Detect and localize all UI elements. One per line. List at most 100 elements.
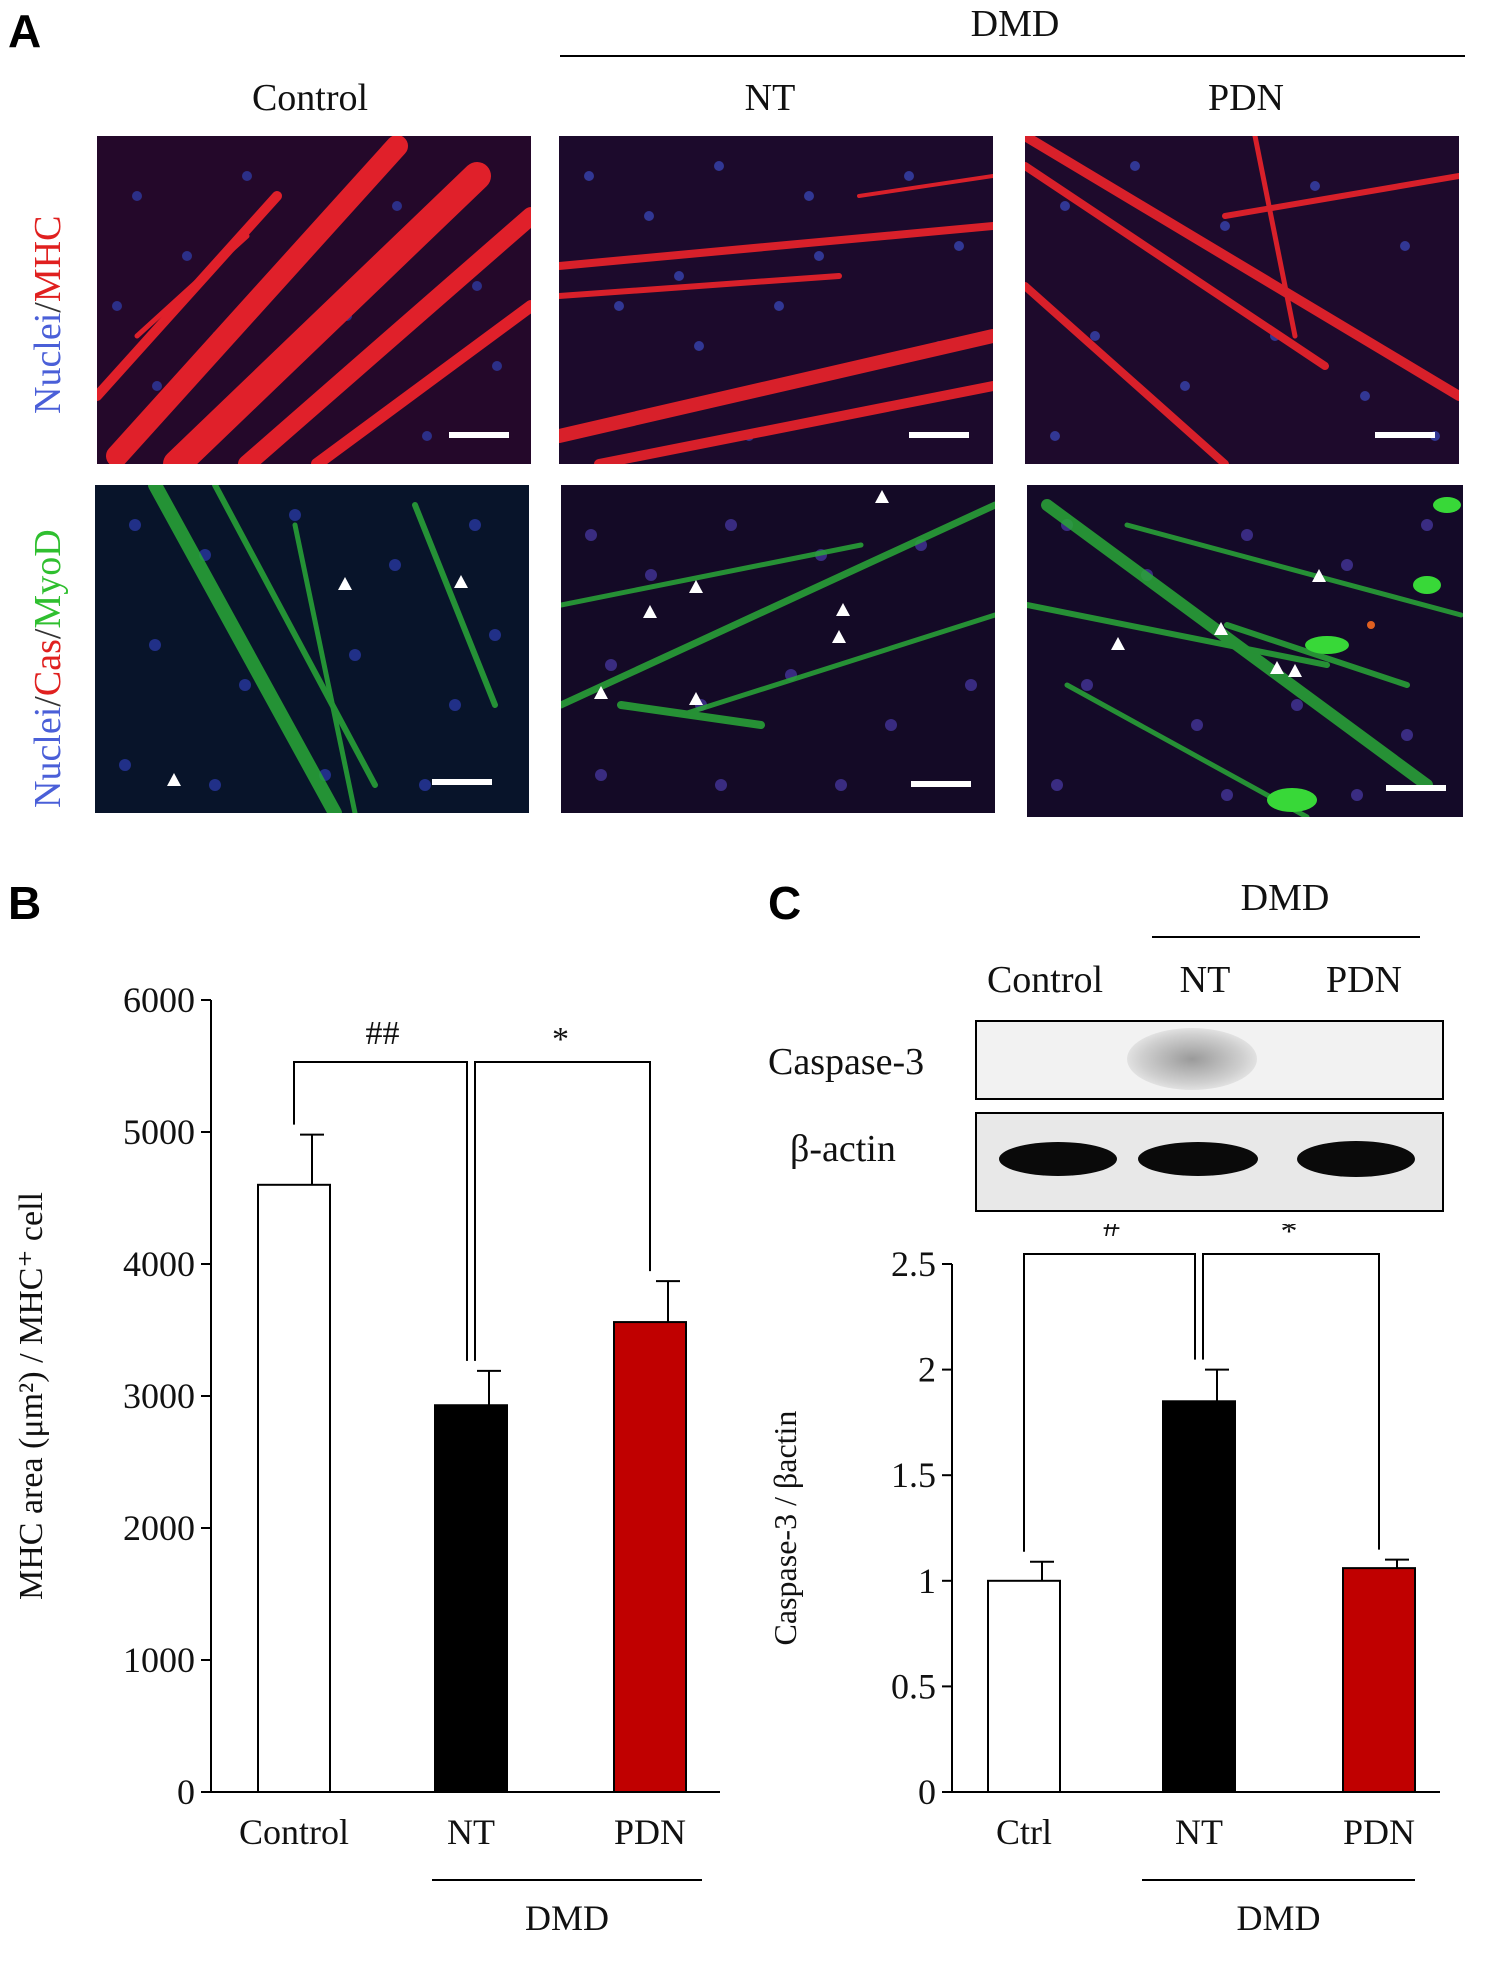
cas-nt-fibers bbox=[561, 485, 995, 813]
panel-c-dmd-line bbox=[1152, 936, 1420, 938]
y-tick-label: 5000 bbox=[123, 1112, 195, 1152]
panel-a-col-nt: NT bbox=[744, 77, 796, 119]
y-tick-label: 1000 bbox=[123, 1640, 195, 1680]
cas-pdn-fibers bbox=[1027, 485, 1463, 817]
mhc-nt-fibers bbox=[559, 136, 993, 464]
blot-band bbox=[1127, 1028, 1257, 1090]
row1-label-mhc: MHC bbox=[27, 215, 69, 303]
chart-c: 0 0.5 1 1.5 2 2.5 Caspase-3 / βactin Ctrl NT PDN D… bbox=[767, 1224, 1440, 1938]
y-axis-label: Caspase-3 / βactin bbox=[767, 1411, 803, 1646]
row2-label-cas: Cas bbox=[27, 639, 69, 697]
row2-label-myod: MyoD bbox=[27, 529, 69, 629]
arrowhead-marker bbox=[594, 686, 608, 699]
panel-a-col-pdn: PDN bbox=[1207, 77, 1285, 119]
dmd-group-label: DMD bbox=[525, 1898, 609, 1938]
caspase3-blot bbox=[975, 1020, 1444, 1100]
blot-col-pdn: PDN bbox=[1325, 959, 1403, 1001]
panel-a-dmd-line bbox=[560, 55, 1465, 57]
significance-bracket bbox=[474, 1061, 651, 1361]
x-category-label: PDN bbox=[614, 1812, 686, 1852]
chart-b: 0 1000 2000 3000 4000 5000 6000 MHC area (μm²) … bbox=[13, 980, 720, 1938]
panel-a-letter: A bbox=[8, 5, 42, 57]
panel-b-letter: B bbox=[8, 877, 42, 929]
cas-myod-image-nt bbox=[561, 485, 995, 813]
significance-bracket bbox=[1023, 1253, 1196, 1552]
x-category-label: NT bbox=[1175, 1812, 1223, 1852]
cas-myod-image-control bbox=[95, 485, 529, 813]
row2-label-sep2: / bbox=[27, 628, 69, 640]
y-axis-label: MHC area (μm²) / MHC⁺ cell bbox=[13, 1192, 50, 1600]
y-tick-label: 0 bbox=[918, 1772, 936, 1812]
significance-marker: ## bbox=[366, 1015, 400, 1052]
x-category-label: NT bbox=[447, 1812, 495, 1852]
row1-label-sep: / bbox=[27, 302, 69, 313]
scale-bar bbox=[1375, 432, 1435, 438]
y-tick-label: 2000 bbox=[123, 1508, 195, 1548]
mhc-image-nt bbox=[559, 136, 993, 464]
panel-a-dmd-label: DMD bbox=[970, 3, 1060, 45]
bar-ctrl bbox=[987, 1579, 1061, 1793]
row2-stain-label: Nuclei/Cas/MyoD bbox=[26, 529, 70, 808]
y-tick-label: 6000 bbox=[123, 980, 195, 1020]
blot-label-bactin: β-actin bbox=[790, 1128, 896, 1170]
y-tick-label: 3000 bbox=[123, 1376, 195, 1416]
row1-stain-label: Nuclei/MHC bbox=[26, 216, 70, 414]
x-category-label: PDN bbox=[1343, 1812, 1415, 1852]
arrowhead-marker bbox=[832, 630, 846, 643]
x-category-label: Ctrl bbox=[996, 1812, 1052, 1852]
mhc-pdn-fibers bbox=[1025, 136, 1459, 464]
bar-nt bbox=[1162, 1400, 1236, 1793]
arrowhead-marker bbox=[1111, 637, 1125, 650]
bar-pdn bbox=[1342, 1567, 1416, 1793]
arrowhead-marker bbox=[689, 580, 703, 593]
panel-a-col-control: Control bbox=[251, 77, 369, 119]
scale-bar bbox=[909, 432, 969, 438]
significance-marker: * bbox=[552, 1021, 569, 1058]
arrowhead-marker bbox=[689, 692, 703, 705]
blot-col-nt: NT bbox=[1179, 959, 1231, 1001]
significance-marker: # bbox=[1103, 1224, 1120, 1244]
y-tick-label: 4000 bbox=[123, 1244, 195, 1284]
arrowhead-marker bbox=[1312, 569, 1326, 582]
significance-marker: * bbox=[1281, 1224, 1298, 1250]
row1-label-nuclei: Nuclei bbox=[27, 312, 69, 414]
significance-bracket bbox=[1202, 1253, 1380, 1550]
arrowhead-marker bbox=[643, 605, 657, 618]
arrowhead-marker bbox=[338, 577, 352, 590]
dmd-group-label: DMD bbox=[1236, 1898, 1320, 1938]
cas-control-fibers bbox=[95, 485, 529, 813]
arrowhead-marker bbox=[1270, 661, 1284, 674]
row2-label-sep1: / bbox=[27, 696, 69, 707]
y-tick-label: 2.5 bbox=[891, 1244, 936, 1284]
bar-control bbox=[257, 1183, 331, 1793]
bar-nt bbox=[434, 1404, 508, 1793]
y-tick-label: 1 bbox=[918, 1561, 936, 1601]
blot-band bbox=[1138, 1142, 1258, 1176]
x-category-label: Control bbox=[239, 1812, 349, 1852]
mhc-image-control bbox=[97, 136, 531, 464]
arrowhead-marker bbox=[836, 603, 850, 616]
cas-myod-image-pdn bbox=[1027, 485, 1463, 817]
panel-c-dmd-label: DMD bbox=[1240, 877, 1330, 919]
mhc-control-fibers bbox=[97, 136, 531, 464]
blot-band bbox=[999, 1142, 1117, 1176]
y-tick-label: 2 bbox=[918, 1350, 936, 1390]
arrowhead-marker bbox=[1288, 664, 1302, 677]
arrowhead-marker bbox=[454, 575, 468, 588]
blot-band bbox=[1297, 1141, 1415, 1177]
arrowhead-marker bbox=[1214, 622, 1228, 635]
blot-col-control: Control bbox=[986, 959, 1104, 1001]
scale-bar bbox=[432, 779, 492, 785]
scale-bar bbox=[1386, 785, 1446, 791]
scale-bar bbox=[449, 432, 509, 438]
y-tick-label: 1.5 bbox=[891, 1455, 936, 1495]
bactin-blot bbox=[975, 1112, 1444, 1212]
mhc-image-pdn bbox=[1025, 136, 1459, 464]
arrowhead-marker bbox=[875, 490, 889, 503]
row2-label-nuclei: Nuclei bbox=[27, 706, 69, 808]
bar-pdn bbox=[613, 1321, 687, 1793]
y-tick-label: 0 bbox=[177, 1772, 195, 1812]
y-tick-label: 0.5 bbox=[891, 1666, 936, 1706]
scale-bar bbox=[911, 781, 971, 787]
arrowhead-marker bbox=[167, 773, 181, 786]
